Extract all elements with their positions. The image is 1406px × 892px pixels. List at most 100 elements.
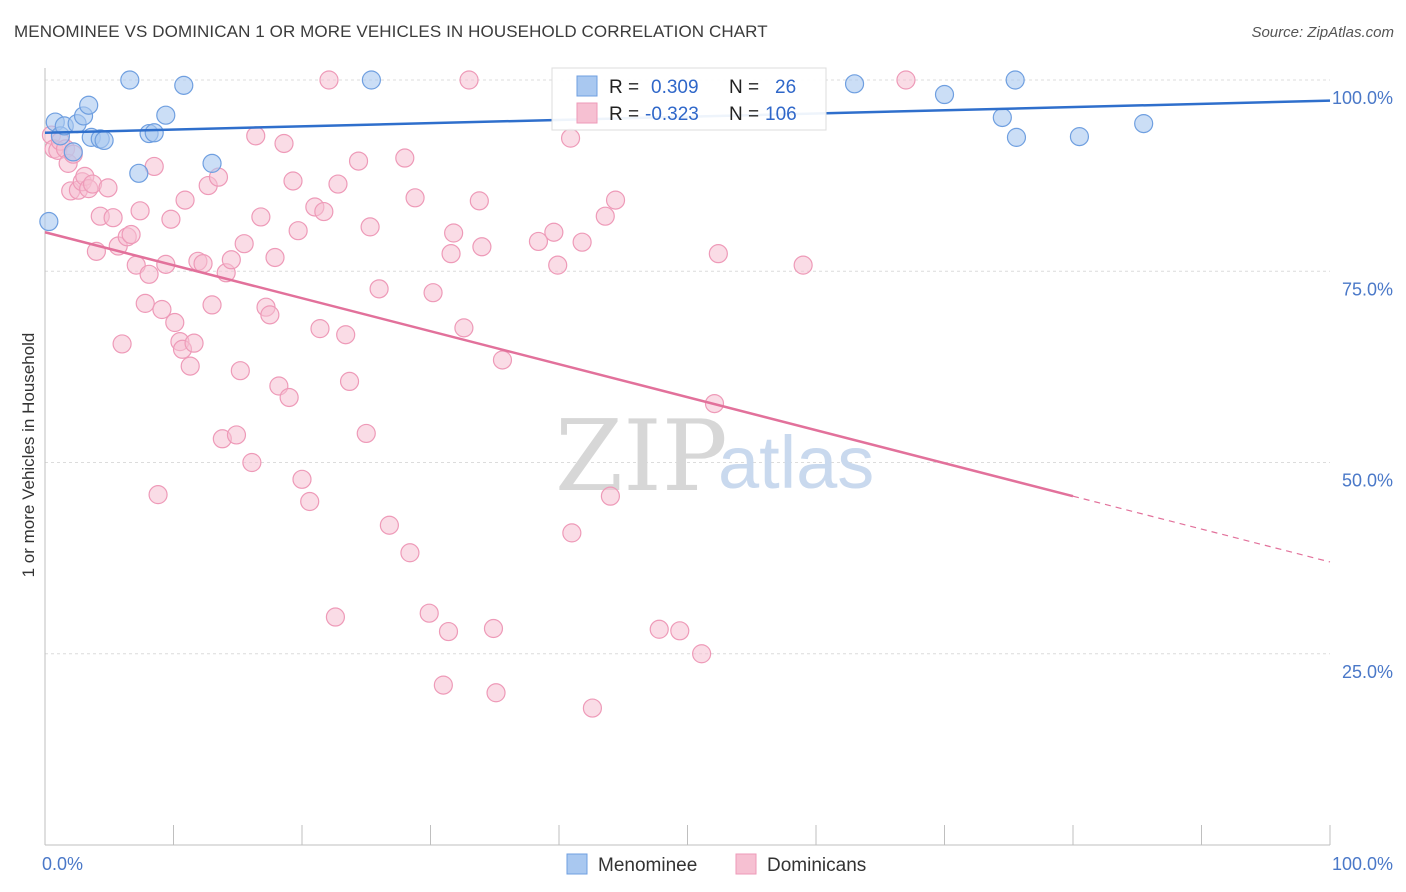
menominee-point-24 — [1069, 127, 1090, 147]
menominee-point-10 — [94, 130, 114, 151]
dominicans-point-104 — [793, 255, 813, 275]
dominicans-point-66 — [336, 325, 356, 345]
dominicans-point-59 — [300, 491, 320, 512]
dominicans-point-97 — [600, 486, 621, 506]
dominicans-point-81 — [444, 223, 464, 243]
dominicans-point-49 — [251, 207, 271, 227]
dominicans-point-22 — [130, 201, 150, 221]
dominicans-trend-line — [44, 231, 1074, 498]
dominicans-point-80 — [441, 244, 461, 264]
dominicans-point-58 — [292, 469, 312, 489]
dominicans-point-46 — [234, 234, 254, 254]
legend-r-label-menominee: R = — [609, 77, 639, 98]
dominicans-point-76 — [419, 603, 439, 623]
y-tick-labels: 100.0% 75.0% 50.0% 25.0% — [1332, 88, 1393, 682]
dominicans-point-52 — [265, 247, 285, 268]
dominicans-point-26 — [148, 485, 168, 505]
dominicans-point-93 — [562, 523, 582, 543]
legend-n-label-dominicans: N = — [729, 104, 759, 125]
dominicans-point-98 — [605, 190, 626, 210]
dominicans-point-88 — [492, 350, 513, 370]
menominee-point-21 — [992, 107, 1012, 128]
watermark-atlas: atlas — [718, 421, 874, 504]
dominicans-point-29 — [161, 209, 181, 229]
chart-title: MENOMINEE VS DOMINICAN 1 OR MORE VEHICLE… — [14, 22, 768, 41]
y-axis-title: 1 or more Vehicles in Household — [19, 333, 38, 578]
legend-bottom-swatch-menominee — [566, 853, 588, 875]
menominee-point-14 — [144, 123, 164, 143]
dominicans-point-87 — [486, 683, 506, 703]
dominicans-point-37 — [193, 254, 213, 274]
menominee-point-23 — [1006, 127, 1027, 147]
menominee-point-15 — [156, 105, 176, 125]
dominicans-point-77 — [423, 283, 443, 303]
dominicans-point-15 — [98, 178, 118, 198]
dominicans-point-47 — [242, 452, 262, 473]
legend-n-value-menominee: 26 — [775, 77, 796, 98]
dominicans-point-39 — [202, 295, 222, 315]
watermark: ZIP atlas — [555, 400, 874, 514]
dominicans-point-101 — [692, 644, 712, 664]
dominicans-point-35 — [184, 333, 204, 353]
dominicans-point-95 — [582, 698, 603, 718]
dominicans-point-67 — [339, 371, 360, 392]
dominicans-point-33 — [175, 190, 195, 210]
legend-n-label-menominee: N = — [729, 77, 759, 98]
menominee-point-25 — [1134, 114, 1154, 134]
dominicans-point-69 — [356, 423, 376, 444]
dominicans-point-96 — [595, 206, 615, 226]
dominicans-point-65 — [328, 174, 348, 194]
dominicans-point-44 — [226, 425, 247, 445]
x-tick-label-max: 100.0% — [1332, 854, 1393, 874]
menominee-point-17 — [202, 153, 222, 173]
legend-bottom: Menominee Dominicans — [566, 853, 866, 876]
legend-top: R = 0.309 N = 26 R = -0.323 N = 106 — [551, 67, 827, 131]
legend-top-box — [551, 67, 827, 131]
dominicans-point-24 — [139, 264, 159, 284]
dominicans-point-18 — [112, 334, 132, 354]
menominee-point-4 — [63, 142, 83, 162]
dominicans-point-86 — [483, 618, 504, 639]
menominee-point-12 — [129, 163, 149, 183]
dominicans-point-45 — [230, 361, 250, 381]
dominicans-point-70 — [360, 217, 380, 237]
source-label: Source: ZipAtlas.com — [1251, 24, 1394, 41]
watermark-zip: ZIP — [555, 400, 728, 514]
menominee-point-19 — [844, 74, 865, 94]
dominicans-point-55 — [279, 387, 299, 408]
dominicans-point-20 — [121, 224, 141, 245]
y-tick-label-2: 50.0% — [1342, 471, 1393, 491]
legend-bottom-label-dominicans: Dominicans — [767, 855, 866, 876]
dominicans-point-56 — [283, 171, 303, 191]
dominicans-point-91 — [548, 255, 568, 275]
dominicans-point-89 — [528, 231, 549, 252]
legend-swatch-dominicans — [576, 102, 598, 124]
dominicans-point-94 — [572, 232, 592, 252]
dominicans-point-27 — [152, 299, 172, 320]
dominicans-point-34 — [180, 356, 200, 376]
menominee-point-0 — [39, 211, 59, 232]
y-tick-label-1: 75.0% — [1342, 279, 1393, 299]
dominicans-point-71 — [369, 279, 389, 299]
dominicans-point-79 — [438, 621, 459, 642]
x-tick-label-min: 0.0% — [42, 854, 83, 874]
dominicans-point-73 — [395, 148, 415, 168]
dominicans-point-23 — [135, 293, 155, 313]
dominicans-point-84 — [469, 191, 489, 211]
axes — [44, 68, 1331, 846]
dominicans-point-30 — [165, 312, 185, 333]
dominicans-point-99 — [649, 619, 669, 639]
menominee-point-18 — [361, 70, 381, 90]
dominicans-point-90 — [544, 222, 564, 242]
legend-r-label-dominicans: R = — [609, 104, 639, 125]
dominicans-point-78 — [433, 675, 453, 695]
dominicans-point-85 — [472, 237, 492, 257]
dominicans-point-54 — [274, 133, 294, 154]
dominicans-point-51 — [260, 305, 280, 325]
dominicans-point-63 — [319, 70, 339, 90]
dominicans-point-61 — [310, 319, 330, 339]
legend-r-value-menominee: 0.309 — [651, 77, 699, 98]
dominicans-point-82 — [454, 318, 474, 338]
dominicans-point-64 — [325, 607, 346, 627]
